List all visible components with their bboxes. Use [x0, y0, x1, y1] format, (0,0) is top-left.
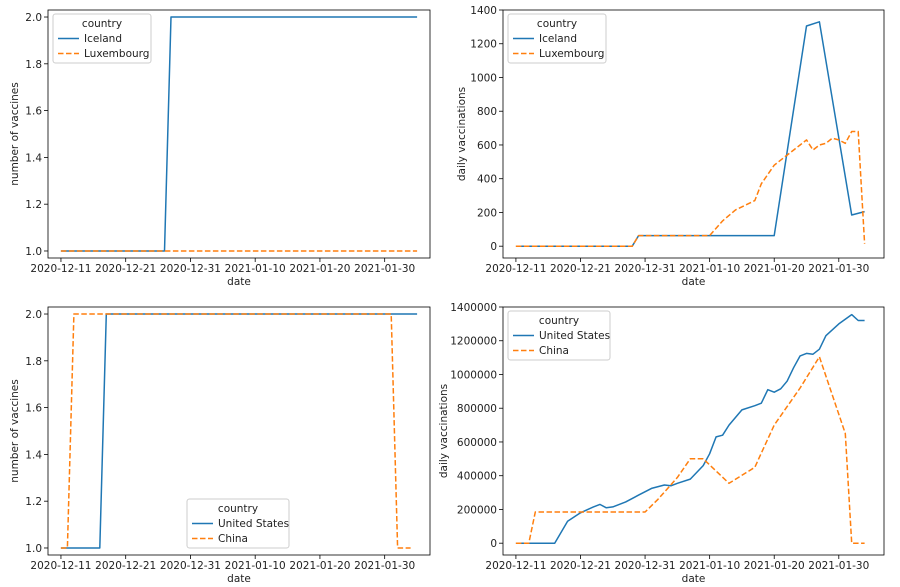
x-tick-label: 2020-12-31	[160, 263, 221, 275]
y-tick-label: 1000000	[450, 369, 497, 381]
legend: country Iceland Luxembourg	[52, 13, 152, 64]
y-tick-label: 2.0	[25, 309, 42, 321]
chart-panel-2: 2020-12-11 2020-12-21 2020-12-31 2021-01-10…	[456, 5, 885, 288]
y-axis-label: daily vaccinations	[456, 87, 468, 181]
legend-box	[507, 13, 607, 64]
y-tick-label: 1.2	[25, 199, 42, 211]
legend-entry: China	[218, 533, 248, 545]
series-line-united-states	[515, 313, 865, 544]
x-tick-label: 2021-01-10	[679, 560, 740, 572]
x-tick-label: 2020-12-21	[95, 263, 156, 275]
legend-entry: Iceland	[539, 33, 577, 45]
legend-title: country	[218, 503, 258, 515]
y-tick-label: 400000	[457, 471, 497, 483]
legend-entry: China	[539, 345, 569, 357]
legend-box	[186, 498, 290, 549]
plot-area	[502, 306, 885, 556]
y-tick-label: 800000	[457, 403, 497, 415]
legend-entry: Iceland	[84, 33, 122, 45]
y-tick-label: 1200	[470, 39, 497, 51]
x-tick-label: 2020-12-31	[615, 560, 676, 572]
x-tick-label: 2021-01-20	[289, 560, 350, 572]
x-tick-label: 2021-01-30	[808, 560, 869, 572]
y-tick-label: 1.8	[25, 59, 42, 71]
x-axis-label: date	[227, 573, 251, 585]
x-tick-label: 2021-01-10	[225, 560, 286, 572]
x-axis-label: date	[682, 573, 706, 585]
y-axis-label: number of vaccines	[9, 379, 21, 482]
y-tick-label: 1400	[470, 5, 497, 17]
y-tick-label: 1.0	[25, 246, 42, 258]
y-tick-label: 0	[490, 538, 497, 550]
x-tick-label: 2020-12-21	[95, 560, 156, 572]
y-tick-label: 1000	[470, 72, 497, 84]
x-tick-label: 2021-01-20	[744, 263, 805, 275]
x-tick-label: 2020-12-31	[160, 560, 221, 572]
y-tick-label: 1.8	[25, 356, 42, 368]
y-tick-label: 1200000	[450, 336, 497, 348]
series-line-china	[515, 356, 865, 544]
x-tick-label: 2020-12-11	[485, 560, 546, 572]
x-axis-label: date	[682, 276, 706, 288]
series-line-iceland	[515, 21, 865, 247]
y-tick-label: 1.6	[25, 403, 42, 415]
x-tick-label: 2020-12-21	[550, 263, 611, 275]
y-tick-label: 200000	[457, 504, 497, 516]
series-line-china	[60, 313, 411, 549]
y-tick-label: 600	[477, 140, 497, 152]
legend: country United States China	[186, 498, 290, 549]
y-tick-label: 1.6	[25, 106, 42, 118]
y-tick-label: 1.4	[25, 152, 42, 164]
legend-entry: United States	[218, 518, 289, 530]
y-tick-label: 1.0	[25, 543, 42, 555]
y-tick-label: 1.4	[25, 449, 42, 461]
legend-title: country	[539, 315, 579, 327]
x-tick-label: 2021-01-20	[289, 263, 350, 275]
x-tick-label: 2020-12-31	[615, 263, 676, 275]
y-tick-label: 1.2	[25, 496, 42, 508]
legend: country United States China	[507, 310, 611, 361]
x-tick-label: 2021-01-30	[354, 560, 415, 572]
x-tick-label: 2021-01-10	[679, 263, 740, 275]
y-tick-label: 0	[490, 241, 497, 253]
legend-box	[507, 310, 611, 361]
y-tick-label: 600000	[457, 437, 497, 449]
x-tick-label: 2020-12-11	[485, 263, 546, 275]
x-tick-label: 2021-01-30	[808, 263, 869, 275]
y-tick-label: 2.0	[25, 12, 42, 24]
x-tick-label: 2021-01-10	[225, 263, 286, 275]
legend: country Iceland Luxembourg	[507, 13, 607, 64]
x-tick-label: 2021-01-20	[744, 560, 805, 572]
plot-area	[47, 9, 431, 259]
chart-panel-1: 2020-12-11 2020-12-21 2020-12-31 2021-01-10…	[9, 9, 431, 288]
x-tick-label: 2020-12-11	[30, 560, 91, 572]
plot-area	[47, 306, 431, 556]
y-tick-label: 800	[477, 106, 497, 118]
x-tick-label: 2020-12-21	[550, 560, 611, 572]
x-tick-label: 2020-12-11	[30, 263, 91, 275]
legend-entry: Luxembourg	[84, 48, 149, 60]
y-axis-label: daily vaccinations	[438, 384, 450, 478]
chart-panel-3: 2020-12-11 2020-12-21 2020-12-31 2021-01-10…	[9, 306, 431, 585]
chart-panel-4: 2020-12-11 2020-12-21 2020-12-31 2021-01-10…	[438, 302, 885, 585]
series-line-luxembourg	[515, 130, 866, 247]
x-tick-label: 2021-01-30	[354, 263, 415, 275]
plot-area	[502, 9, 885, 259]
legend-box	[52, 13, 152, 64]
legend-title: country	[537, 18, 577, 30]
y-tick-label: 1400000	[450, 302, 497, 314]
legend-entry: Luxembourg	[539, 48, 604, 60]
x-axis-label: date	[227, 276, 251, 288]
legend-entry: United States	[539, 330, 610, 342]
y-tick-label: 200	[477, 207, 497, 219]
legend-title: country	[82, 18, 122, 30]
y-tick-label: 400	[477, 174, 497, 186]
y-axis-label: number of vaccines	[9, 82, 21, 185]
